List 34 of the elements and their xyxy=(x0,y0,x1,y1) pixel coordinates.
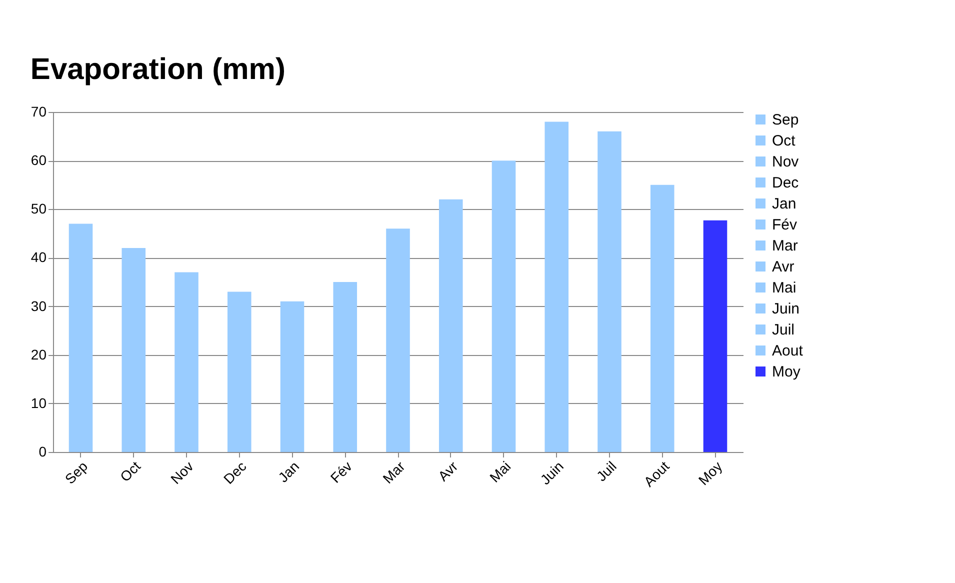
x-tick-label: Mai xyxy=(486,458,514,486)
legend-label: Mar xyxy=(772,238,798,254)
legend-label: Avr xyxy=(772,258,794,276)
x-tick-label: Avr xyxy=(434,458,462,484)
y-tick-label: 20 xyxy=(30,346,47,362)
y-tick-label: 50 xyxy=(30,200,47,217)
x-tick-label: Fév xyxy=(327,458,356,486)
legend-label: Fév xyxy=(772,216,798,234)
y-tick-label: 60 xyxy=(30,152,47,168)
legend-label: Nov xyxy=(772,154,800,170)
x-tick-label: Sep xyxy=(62,458,91,488)
x-tick-label: Jan xyxy=(274,458,302,486)
x-tick-label: Mar xyxy=(380,458,408,486)
x-tick-label: Oct xyxy=(116,458,144,485)
legend-label: Oct xyxy=(772,132,796,150)
legend-label: Jan xyxy=(772,196,796,212)
y-tick-label: 10 xyxy=(30,394,47,411)
x-tick-label: Dec xyxy=(220,458,250,488)
legend-label: Sep xyxy=(772,112,799,128)
x-tick-label: Moy xyxy=(695,458,726,488)
legend-label: Mai xyxy=(772,280,796,296)
legend-label: Juil xyxy=(772,322,795,338)
chart-title: Evaporation (mm) xyxy=(30,53,286,86)
y-tick-label: 0 xyxy=(38,444,47,460)
y-tick-label: 30 xyxy=(30,298,47,314)
y-tick-label: 40 xyxy=(30,249,47,266)
legend-label: Aout xyxy=(772,342,804,360)
x-tick-label: Juil xyxy=(593,458,620,484)
legend-label: Moy xyxy=(772,364,801,380)
x-tick-label: Juin xyxy=(537,458,567,488)
legend-label: Dec xyxy=(772,174,800,192)
y-tick-label: 70 xyxy=(30,104,47,120)
legend-label: Juin xyxy=(772,300,800,318)
x-tick-label: Nov xyxy=(167,458,196,488)
